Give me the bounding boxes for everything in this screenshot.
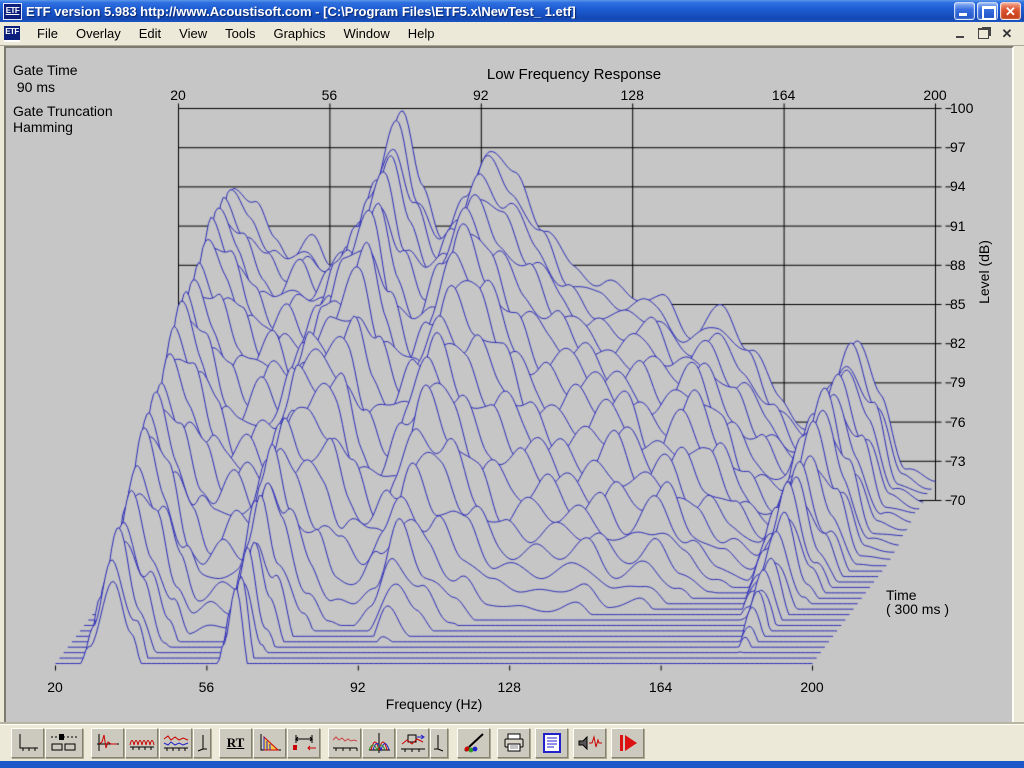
menu-bar: ETF FileOverlayEditViewToolsGraphicsWind… xyxy=(0,22,1024,46)
notes-icon xyxy=(540,732,564,754)
app-window: ETF ETF version 5.983 http://www.Acousti… xyxy=(0,0,1024,768)
overlay-curves-icon xyxy=(162,732,190,754)
child-close-button[interactable]: ✕ xyxy=(998,26,1016,41)
title-bar: ETF ETF version 5.983 http://www.Acousti… xyxy=(0,0,1024,22)
toolbar-play-signal-button[interactable] xyxy=(573,728,606,758)
waterfall-canvas xyxy=(6,48,1012,722)
menu-item-file[interactable]: File xyxy=(28,23,67,44)
play-arrow-icon xyxy=(615,732,641,754)
child-close-icon: ✕ xyxy=(998,26,1016,41)
toolbar-rt60-button[interactable]: RT xyxy=(219,728,252,758)
menu-item-tools[interactable]: Tools xyxy=(216,23,264,44)
toolbar: RT xyxy=(0,724,1024,761)
menu-item-view[interactable]: View xyxy=(170,23,216,44)
windowed-chart-icon xyxy=(399,732,427,754)
close-button[interactable]: ✕ xyxy=(1000,2,1021,20)
color-brush-icon xyxy=(461,732,487,754)
toolbar-smoothed-response-button[interactable] xyxy=(328,728,361,758)
menu-item-help[interactable]: Help xyxy=(399,23,444,44)
toolbar-graph-colors-button[interactable] xyxy=(457,728,490,758)
corner-left-icon xyxy=(196,732,208,754)
toolbar-gate-settings-button[interactable] xyxy=(287,728,320,758)
child-minimize-button[interactable] xyxy=(952,26,970,41)
toolbar-rotate-left-button[interactable] xyxy=(193,728,211,758)
toolbar-frequency-response-button[interactable] xyxy=(125,728,158,758)
minimize-icon xyxy=(959,13,967,16)
menu-item-edit[interactable]: Edit xyxy=(130,23,170,44)
toolbar-overlay-curves-button[interactable] xyxy=(159,728,192,758)
plot-area xyxy=(4,46,1014,724)
child-restore-icon xyxy=(978,28,989,39)
menu-item-window[interactable]: Window xyxy=(335,23,399,44)
corner-right-icon xyxy=(433,732,445,754)
window-title: ETF version 5.983 http://www.Acoustisoft… xyxy=(26,4,954,19)
display-settings-icon xyxy=(49,732,79,754)
document-icon: ETF xyxy=(4,26,20,42)
menu-item-overlay[interactable]: Overlay xyxy=(67,23,130,44)
toolbar-measure-button[interactable] xyxy=(611,728,644,758)
toolbar-waterfall-view-button[interactable] xyxy=(11,728,44,758)
window-bottom-border xyxy=(0,761,1024,768)
menu-item-graphics[interactable]: Graphics xyxy=(264,23,334,44)
toolbar-print-button[interactable] xyxy=(497,728,530,758)
sine-train-icon xyxy=(128,732,156,754)
minimize-button[interactable] xyxy=(954,2,975,20)
printer-icon xyxy=(501,732,527,754)
restore-button[interactable] xyxy=(977,2,998,20)
close-icon: ✕ xyxy=(1001,3,1020,19)
toolbar-rotate-right-button[interactable] xyxy=(430,728,448,758)
toolbar-display-settings-button[interactable] xyxy=(45,728,83,758)
decay-triangle-icon xyxy=(257,732,283,754)
smoothed-curve-icon xyxy=(331,732,359,754)
toolbar-notes-button[interactable] xyxy=(535,728,568,758)
phase-lobes-icon xyxy=(365,732,393,754)
toolbar-energy-decay-button[interactable] xyxy=(253,728,286,758)
impulse-icon xyxy=(95,732,121,754)
child-restore-button[interactable] xyxy=(975,26,993,41)
speaker-impulse-icon xyxy=(576,732,604,754)
toolbar-impulse-response-button[interactable] xyxy=(91,728,124,758)
restore-icon xyxy=(982,6,996,20)
waterfall-axes-icon xyxy=(15,732,41,754)
toolbar-windowed-response-button[interactable] xyxy=(396,728,429,758)
child-minimize-icon xyxy=(956,36,964,38)
rt-label: RT xyxy=(227,735,245,751)
app-icon: ETF xyxy=(3,3,22,20)
gate-markers-icon xyxy=(290,732,318,754)
toolbar-phase-response-button[interactable] xyxy=(362,728,395,758)
